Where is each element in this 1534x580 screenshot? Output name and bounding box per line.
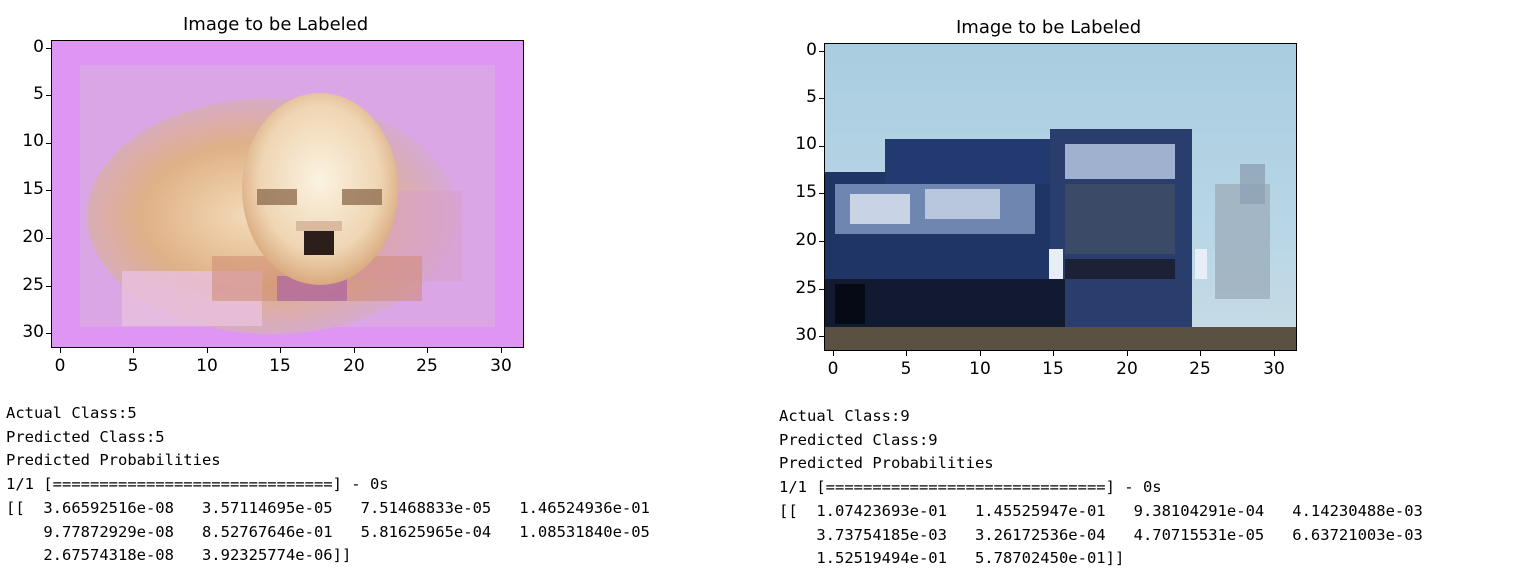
probabilities-header: Predicted Probabilities — [6, 451, 221, 470]
puppy-image — [51, 40, 524, 348]
x-tick-label: 20 — [343, 356, 365, 376]
plot-title: Image to be Labeled — [956, 17, 1142, 38]
prediction-panel-left: Image to be Labeled 0 5 10 15 20 25 30 — [6, 14, 650, 568]
y-tick-label: 30 — [795, 325, 817, 345]
x-tick-label: 5 — [127, 356, 139, 376]
y-tick-label: 10 — [22, 131, 44, 151]
x-tick-label: 10 — [196, 356, 218, 376]
cell-output: Actual Class:5 Predicted Class:5 Predicted… — [6, 402, 650, 568]
x-tick-label: 0 — [54, 356, 66, 376]
x-tick-label: 25 — [1189, 359, 1211, 379]
y-tick-label: 5 — [806, 87, 817, 107]
x-tick-label: 15 — [269, 356, 291, 376]
predicted-class-text: Predicted Class:9 — [779, 430, 938, 449]
plot-title: Image to be Labeled — [183, 14, 369, 35]
x-tick-label: 0 — [827, 359, 839, 379]
probabilities-header: Predicted Probabilities — [779, 454, 994, 473]
y-tick-label: 25 — [795, 278, 817, 298]
truck-image — [824, 43, 1297, 351]
y-tick-label: 20 — [22, 227, 44, 247]
y-tick-label: 15 — [795, 182, 817, 202]
actual-class-text: Actual Class:5 — [6, 404, 137, 422]
progress-line: 1/1 [==============================] - 0… — [779, 478, 1162, 497]
y-tick-label: 10 — [795, 134, 817, 154]
probability-row: 2.67574318e-08 3.92325774e-06]] — [6, 546, 352, 565]
x-tick-label: 15 — [1042, 359, 1064, 379]
x-tick-label: 30 — [490, 356, 512, 376]
y-tick-label: 25 — [22, 275, 44, 295]
actual-class-text: Actual Class:9 — [779, 407, 910, 425]
x-tick-label: 5 — [900, 359, 912, 379]
x-tick-label: 25 — [416, 356, 438, 376]
y-tick-label: 0 — [806, 40, 817, 60]
x-tick-label: 20 — [1116, 359, 1138, 379]
y-tick-label: 20 — [795, 230, 817, 250]
probability-row: 9.77872929e-08 8.52767646e-01 5.81625965… — [6, 522, 650, 541]
y-tick-label: 0 — [33, 37, 44, 57]
prediction-panel-right: Image to be Labeled 0 5 10 15 20 25 30 — [773, 0, 1534, 580]
progress-line: 1/1 [==============================] - 0… — [6, 475, 389, 494]
y-tick-label: 15 — [22, 179, 44, 199]
probability-row: [[ 3.66592516e-08 3.57114695e-05 7.51468… — [6, 498, 650, 517]
cell-output: Actual Class:9 Predicted Class:9 Predicted… — [779, 405, 1423, 571]
predicted-class-text: Predicted Class:5 — [6, 427, 165, 446]
x-tick-label: 10 — [969, 359, 991, 379]
y-tick-label: 30 — [22, 322, 44, 342]
probability-row: 1.52519494e-01 5.78702450e-01]] — [779, 549, 1125, 568]
probability-row: 3.73754185e-03 3.26172536e-04 4.70715531… — [779, 525, 1423, 544]
probability-row: [[ 1.07423693e-01 1.45525947e-01 9.38104… — [779, 501, 1423, 520]
y-tick-label: 5 — [33, 84, 44, 104]
x-tick-label: 30 — [1263, 359, 1285, 379]
